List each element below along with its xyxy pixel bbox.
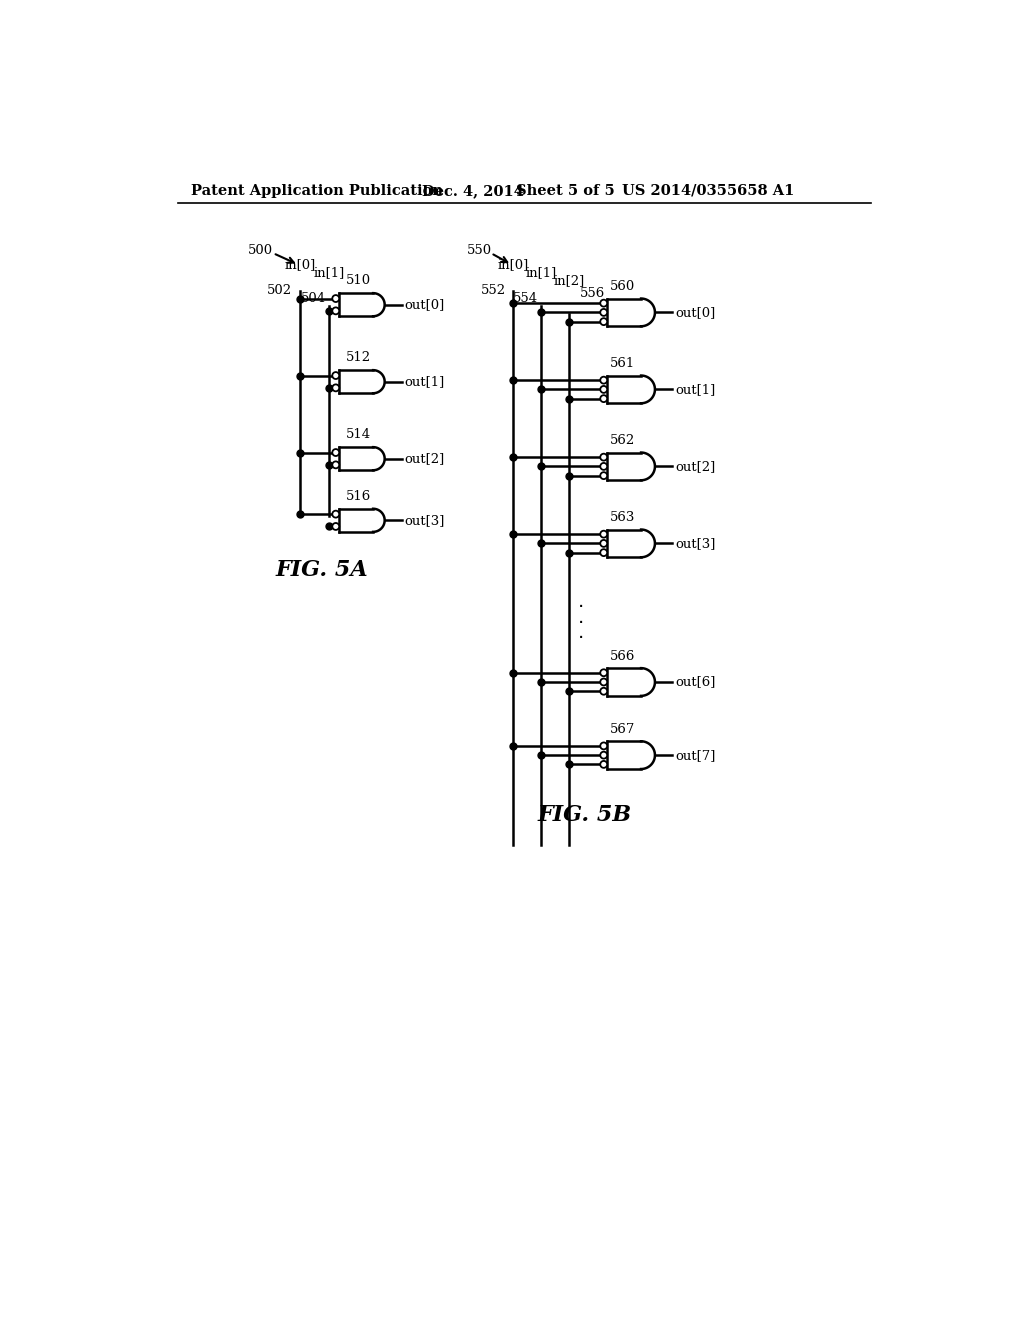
Circle shape (600, 300, 607, 306)
Circle shape (600, 454, 607, 461)
Text: FIG. 5B: FIG. 5B (538, 804, 632, 825)
Circle shape (333, 296, 339, 302)
Text: 554: 554 (513, 292, 538, 305)
Text: out[3]: out[3] (404, 513, 445, 527)
Text: 566: 566 (610, 649, 636, 663)
Circle shape (600, 742, 607, 750)
Circle shape (600, 318, 607, 325)
Circle shape (600, 463, 607, 470)
Text: 514: 514 (345, 428, 371, 441)
Circle shape (333, 372, 339, 379)
Text: in[1]: in[1] (313, 267, 345, 280)
Circle shape (600, 688, 607, 694)
Circle shape (333, 308, 339, 314)
Text: 510: 510 (345, 275, 371, 286)
Circle shape (600, 531, 607, 537)
Text: 500: 500 (248, 244, 272, 257)
Text: in[1]: in[1] (525, 267, 557, 280)
Text: out[1]: out[1] (404, 375, 445, 388)
Text: .: . (578, 593, 584, 611)
Text: out[6]: out[6] (675, 676, 716, 689)
Text: out[3]: out[3] (675, 537, 716, 550)
Circle shape (600, 751, 607, 759)
Text: 516: 516 (345, 490, 371, 503)
Circle shape (333, 523, 339, 529)
Circle shape (600, 669, 607, 676)
Text: 512: 512 (345, 351, 371, 364)
Circle shape (333, 511, 339, 517)
Text: FIG. 5A: FIG. 5A (275, 558, 368, 581)
Text: 550: 550 (467, 244, 493, 257)
Circle shape (600, 473, 607, 479)
Circle shape (333, 462, 339, 469)
Circle shape (600, 376, 607, 384)
Text: 502: 502 (267, 284, 292, 297)
Text: out[0]: out[0] (675, 306, 715, 319)
Circle shape (600, 395, 607, 403)
Text: Dec. 4, 2014: Dec. 4, 2014 (422, 183, 523, 198)
Text: in[2]: in[2] (553, 275, 585, 286)
Text: US 2014/0355658 A1: US 2014/0355658 A1 (622, 183, 795, 198)
Circle shape (600, 540, 607, 546)
Text: 561: 561 (610, 358, 636, 370)
Text: 560: 560 (610, 280, 636, 293)
Text: out[1]: out[1] (675, 383, 715, 396)
Circle shape (600, 678, 607, 685)
Text: 556: 556 (580, 286, 605, 300)
Circle shape (600, 760, 607, 768)
Text: Patent Application Publication: Patent Application Publication (190, 183, 442, 198)
Text: out[0]: out[0] (404, 298, 445, 312)
Text: out[2]: out[2] (675, 459, 715, 473)
Circle shape (333, 449, 339, 455)
Text: .: . (578, 623, 584, 643)
Circle shape (600, 549, 607, 556)
Text: out[2]: out[2] (404, 453, 445, 465)
Text: 567: 567 (610, 723, 636, 735)
Text: in[0]: in[0] (285, 259, 315, 272)
Text: .: . (578, 607, 584, 627)
Text: in[0]: in[0] (498, 259, 528, 272)
Text: 562: 562 (610, 434, 636, 447)
Text: Sheet 5 of 5: Sheet 5 of 5 (515, 183, 614, 198)
Text: 563: 563 (610, 511, 636, 524)
Text: out[7]: out[7] (675, 748, 716, 762)
Circle shape (600, 309, 607, 315)
Circle shape (600, 385, 607, 393)
Text: 552: 552 (480, 284, 506, 297)
Circle shape (333, 384, 339, 391)
Text: 504: 504 (301, 292, 326, 305)
